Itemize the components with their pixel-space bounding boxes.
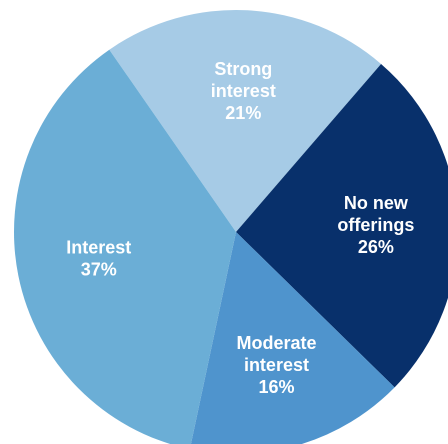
- category-label: Moderate interest: [236, 333, 316, 375]
- pie-slice: [190, 232, 395, 444]
- category-label-line: offerings: [337, 215, 414, 235]
- category-label-line: Strong: [214, 59, 272, 79]
- category-label: Strong interest: [211, 59, 276, 101]
- category-label-line: Interest: [66, 237, 131, 257]
- pie-slice: [236, 63, 448, 388]
- pie-slice: [14, 49, 236, 444]
- category-label-line: Moderate: [236, 333, 316, 353]
- category-label-line: No new: [344, 193, 409, 213]
- category-label: Interest: [66, 237, 131, 257]
- category-label-line: interest: [244, 355, 309, 375]
- value-label: 16%: [258, 377, 294, 397]
- pie-slice: [109, 10, 382, 233]
- category-label-line: interest: [211, 81, 276, 101]
- category-label: No new offerings: [337, 193, 414, 235]
- value-label: 21%: [225, 103, 261, 123]
- value-label: 37%: [81, 259, 117, 279]
- value-label: 26%: [358, 237, 394, 257]
